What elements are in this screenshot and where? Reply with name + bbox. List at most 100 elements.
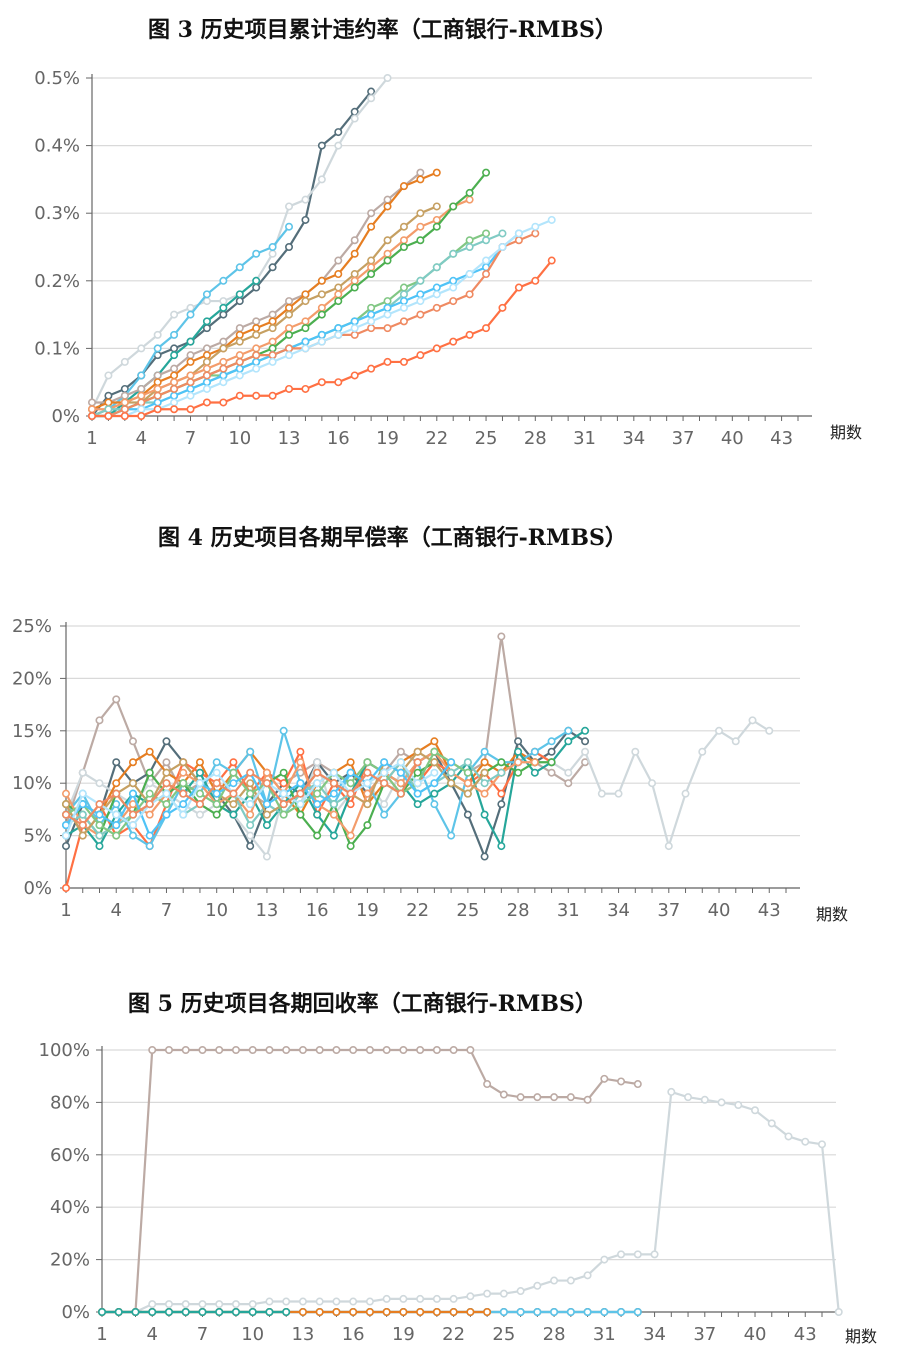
- data-point: [212, 789, 221, 798]
- data-point: [148, 1300, 157, 1309]
- data-point: [285, 344, 294, 353]
- data-point: [120, 357, 129, 366]
- data-point: [145, 789, 154, 798]
- data-point: [550, 1276, 559, 1285]
- data-point: [301, 337, 310, 346]
- data-point: [346, 758, 355, 767]
- data-point: [334, 256, 343, 265]
- data-point: [498, 229, 507, 238]
- x-axis-label: 期数: [816, 905, 848, 924]
- data-point: [301, 384, 310, 393]
- data-point: [186, 337, 195, 346]
- data-point: [465, 195, 474, 204]
- data-point: [480, 768, 489, 777]
- data-point: [449, 337, 458, 346]
- data-point: [350, 114, 359, 123]
- data-point: [396, 768, 405, 777]
- data-point: [170, 378, 179, 387]
- series-1: [98, 1087, 843, 1316]
- data-point: [229, 800, 238, 809]
- data-point: [350, 330, 359, 339]
- x-axis-label: 期数: [845, 1327, 877, 1346]
- data-point: [61, 800, 70, 809]
- data-point: [246, 768, 255, 777]
- data-point: [482, 168, 491, 177]
- data-point: [170, 310, 179, 319]
- data-point: [164, 1300, 173, 1309]
- data-point: [399, 297, 408, 306]
- data-point: [463, 789, 472, 798]
- data-point: [367, 270, 376, 279]
- data-point: [396, 747, 405, 756]
- data-point: [765, 726, 774, 735]
- data-point: [329, 768, 338, 777]
- data-point: [279, 810, 288, 819]
- data-point: [416, 168, 425, 177]
- data-point: [480, 758, 489, 767]
- data-point: [583, 1307, 592, 1316]
- data-point: [95, 842, 104, 851]
- x-tick-label: 43: [758, 900, 781, 921]
- data-point: [78, 821, 87, 830]
- data-point: [399, 1294, 408, 1303]
- data-point: [550, 1307, 559, 1316]
- data-point: [61, 883, 70, 892]
- data-point: [215, 1045, 224, 1054]
- data-point: [363, 800, 372, 809]
- data-point: [483, 1080, 492, 1089]
- data-point: [229, 768, 238, 777]
- data-point: [262, 779, 271, 788]
- data-point: [334, 141, 343, 150]
- series-line: [102, 1090, 840, 1314]
- data-point: [212, 800, 221, 809]
- data-point: [137, 398, 146, 407]
- series-14: [61, 758, 422, 830]
- data-point: [332, 1045, 341, 1054]
- data-point: [313, 779, 322, 788]
- x-tick-label: 1: [96, 1324, 107, 1345]
- data-point: [367, 263, 376, 272]
- data-point: [365, 1307, 374, 1316]
- data-point: [170, 391, 179, 400]
- data-point: [145, 810, 154, 819]
- data-point: [298, 1307, 307, 1316]
- data-point: [346, 779, 355, 788]
- data-point: [145, 768, 154, 777]
- x-tick-label: 13: [291, 1324, 314, 1345]
- data-point: [731, 737, 740, 746]
- data-point: [383, 324, 392, 333]
- data-point: [219, 276, 228, 285]
- data-point: [202, 398, 211, 407]
- data-point: [480, 747, 489, 756]
- data-point: [128, 737, 137, 746]
- data-point: [416, 351, 425, 360]
- data-point: [313, 758, 322, 767]
- data-point: [252, 391, 261, 400]
- data-point: [235, 263, 244, 272]
- data-point: [482, 270, 491, 279]
- chart-4-title: 图 4 历史项目各期早偿率（工商银行-RMBS）: [158, 525, 627, 551]
- data-point: [285, 310, 294, 319]
- data-point: [179, 789, 188, 798]
- data-point: [383, 195, 392, 204]
- data-point: [531, 229, 540, 238]
- data-point: [564, 737, 573, 746]
- y-tick-label: 0.4%: [34, 136, 80, 157]
- data-point: [235, 337, 244, 346]
- data-point: [715, 726, 724, 735]
- data-point: [145, 800, 154, 809]
- data-point: [350, 249, 359, 258]
- data-point: [466, 1307, 475, 1316]
- data-point: [413, 800, 422, 809]
- data-point: [195, 758, 204, 767]
- data-point: [120, 384, 129, 393]
- data-point: [179, 800, 188, 809]
- data-point: [531, 222, 540, 231]
- data-point: [186, 303, 195, 312]
- data-point: [432, 1045, 441, 1054]
- data-point: [329, 779, 338, 788]
- data-point: [317, 141, 326, 150]
- data-point: [734, 1101, 743, 1110]
- data-point: [95, 831, 104, 840]
- series-line: [64, 729, 586, 858]
